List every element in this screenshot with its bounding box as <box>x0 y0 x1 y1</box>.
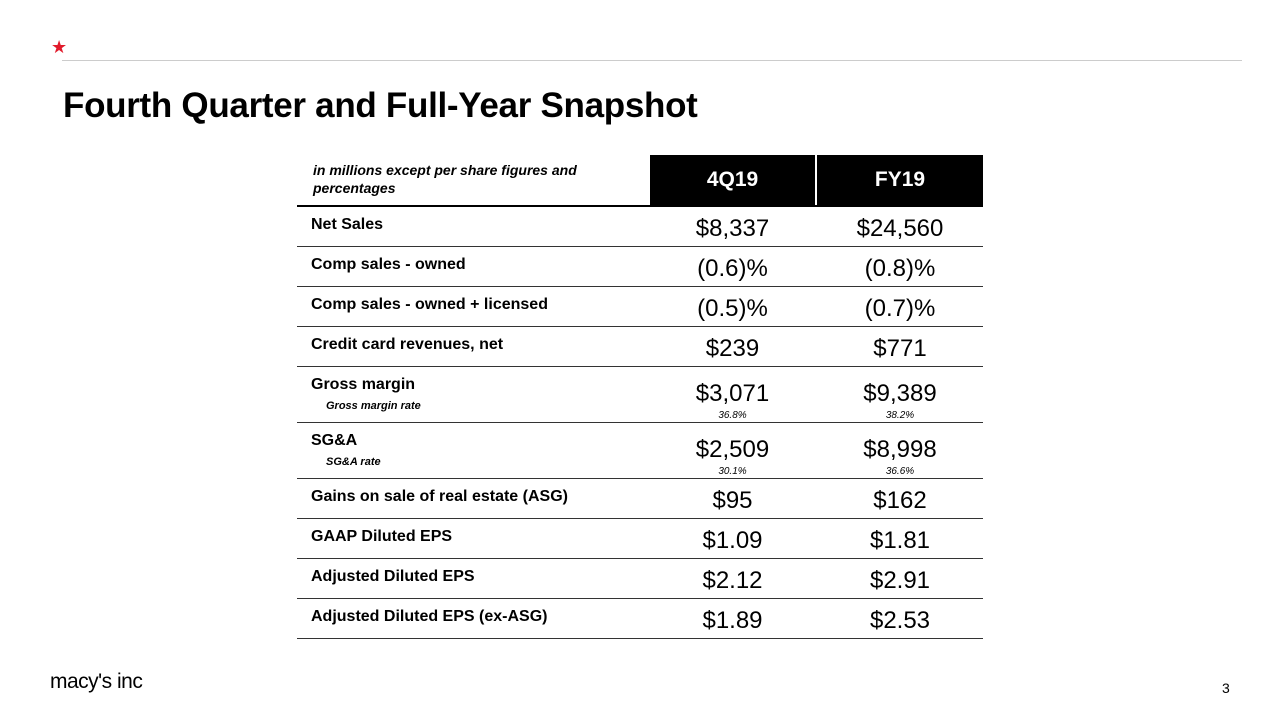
row-sublabel: Gross margin rate <box>326 400 421 412</box>
row-sublabel: SG&A rate <box>326 456 381 468</box>
row-label: Gains on sale of real estate (ASG) <box>311 488 568 505</box>
cell: (0.7)% <box>864 295 936 322</box>
rate-value: 36.6% <box>885 466 915 477</box>
star-icon: ★ <box>51 37 68 57</box>
cell: $2.12 <box>702 567 763 594</box>
column-header: FY19 <box>817 155 983 205</box>
row-label: Comp sales - owned + licensed <box>311 296 548 313</box>
row-label: Gross margin <box>311 376 416 393</box>
cell: $24,560 <box>856 215 944 242</box>
rate-value: 36.8% <box>718 410 747 421</box>
cell: $1.81 <box>869 527 931 554</box>
page-title: Fourth Quarter and Full-Year Snapshot <box>63 86 698 125</box>
table-row: GAAP Diluted EPS $1.09 $1.81 <box>297 519 983 559</box>
macys-logo: macy's inc <box>50 670 143 693</box>
cell: (0.8)% <box>864 255 936 282</box>
cell: $9,389 38.2% <box>817 367 983 422</box>
row-label: Adjusted Diluted EPS <box>311 568 475 585</box>
table-row: Comp sales - owned (0.6)% (0.8)% <box>297 247 983 287</box>
row-label: GAAP Diluted EPS <box>311 528 453 545</box>
page-number: 3 <box>1222 680 1230 696</box>
column-header: 4Q19 <box>650 155 815 205</box>
table-row: Comp sales - owned + licensed (0.5)% (0.7)… <box>297 287 983 327</box>
cell: $95 <box>712 487 753 514</box>
table-row: Credit card revenues, net $239 $771 <box>297 327 983 367</box>
row-label: SG&A <box>311 432 358 449</box>
row-label: Net Sales <box>311 216 384 233</box>
cell: $239 <box>705 335 760 362</box>
cell: (0.5)% <box>697 295 768 322</box>
table-row: Adjusted Diluted EPS (ex-ASG) $1.89 $2.53 <box>297 599 983 639</box>
row-label: Credit card revenues, net <box>311 336 504 353</box>
cell: $8,998 36.6% <box>817 423 983 478</box>
cell: $2,509 30.1% <box>650 423 815 478</box>
cell: $1.89 <box>702 607 763 634</box>
table-row: Gross margin Gross margin rate $3,071 36.8%… <box>297 367 983 423</box>
snapshot-table: in millions except per share figures and… <box>297 155 983 639</box>
table-row: Adjusted Diluted EPS $2.12 $2.91 <box>297 559 983 599</box>
table-header: in millions except per share figures and… <box>297 155 983 207</box>
cell: $2.91 <box>869 567 931 594</box>
cell: $3,071 36.8% <box>650 367 815 422</box>
rate-value: 38.2% <box>885 410 915 421</box>
rate-value: 30.1% <box>718 466 747 477</box>
row-label: Adjusted Diluted EPS (ex-ASG) <box>311 608 548 625</box>
cell: $2.53 <box>869 607 931 634</box>
cell: $8,337 <box>695 215 770 242</box>
divider <box>62 60 1242 61</box>
cell: $1.09 <box>702 527 763 554</box>
row-label: Comp sales - owned <box>311 256 466 273</box>
table-row: SG&A SG&A rate $2,509 30.1% $8,998 36.6% <box>297 423 983 479</box>
cell: $771 <box>873 335 927 362</box>
cell: $162 <box>873 487 927 514</box>
header-note: in millions except per share figures and… <box>313 162 577 196</box>
cell: (0.6)% <box>697 255 768 282</box>
table-row: Gains on sale of real estate (ASG) $95 $16… <box>297 479 983 519</box>
table-row: Net Sales $8,337 $24,560 <box>297 207 983 247</box>
